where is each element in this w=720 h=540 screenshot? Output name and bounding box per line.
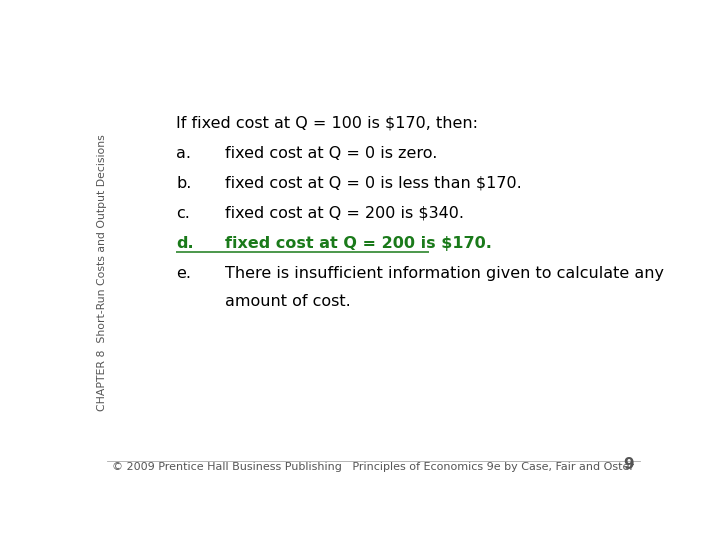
Text: fixed cost at Q = 200 is $340.: fixed cost at Q = 200 is $340. — [225, 206, 464, 221]
Text: There is insufficient information given to calculate any: There is insufficient information given … — [225, 266, 664, 281]
Text: d.: d. — [176, 235, 194, 251]
Text: © 2009 Prentice Hall Business Publishing   Principles of Economics 9e by Case, F: © 2009 Prentice Hall Business Publishing… — [112, 462, 634, 472]
Text: 9: 9 — [624, 457, 634, 472]
Text: amount of cost.: amount of cost. — [225, 294, 351, 309]
Text: a.: a. — [176, 146, 192, 161]
Text: c.: c. — [176, 206, 190, 221]
Text: fixed cost at Q = 0 is zero.: fixed cost at Q = 0 is zero. — [225, 146, 438, 161]
Text: b.: b. — [176, 176, 192, 191]
Text: fixed cost at Q = 0 is less than $170.: fixed cost at Q = 0 is less than $170. — [225, 176, 522, 191]
Text: CHAPTER 8  Short-Run Costs and Output Decisions: CHAPTER 8 Short-Run Costs and Output Dec… — [97, 134, 107, 411]
Text: If fixed cost at Q = 100 is $170, then:: If fixed cost at Q = 100 is $170, then: — [176, 116, 479, 131]
Text: fixed cost at Q = 200 is $170.: fixed cost at Q = 200 is $170. — [225, 235, 492, 251]
Text: e.: e. — [176, 266, 192, 281]
